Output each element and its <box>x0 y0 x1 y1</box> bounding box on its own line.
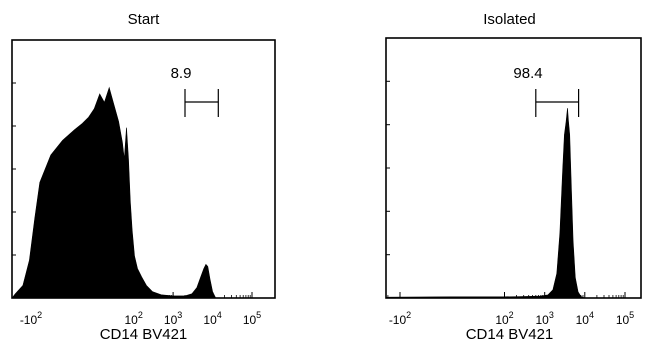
histogram-panel-start: Start -102 102 103 104 105 8.9 CD14 BV421 <box>11 11 276 343</box>
x-tick-label: -102 <box>20 310 42 327</box>
x-tick-label: 104 <box>576 310 594 327</box>
x-axis-label: CD14 BV421 <box>466 326 554 343</box>
y-axis-ticks <box>12 82 16 256</box>
histogram-panel-isolated: Isolated -102 102 103 104 105 98.4 CD14 BV42… <box>385 11 642 343</box>
x-tick-label: 104 <box>203 310 221 327</box>
x-tick-label: 103 <box>164 310 182 327</box>
x-axis-label: CD14 BV421 <box>100 326 188 343</box>
x-tick-label: 103 <box>536 310 554 327</box>
panel-title: Start <box>128 11 161 28</box>
x-tick-label: 105 <box>616 310 634 327</box>
gate-marker: 98.4 <box>513 65 580 117</box>
x-tick-label: 102 <box>495 310 513 327</box>
x-tick-label: -102 <box>389 310 411 327</box>
x-tick-label: 102 <box>125 310 143 327</box>
histogram-marks <box>385 108 638 299</box>
histogram-area-0 <box>385 108 638 299</box>
y-axis-ticks <box>386 80 390 256</box>
gate-percentage-label: 98.4 <box>513 65 542 82</box>
gate-percentage-label: 8.9 <box>171 65 192 82</box>
histogram-marks <box>11 86 264 299</box>
histogram-area-0 <box>11 86 264 299</box>
gate-marker: 8.9 <box>171 65 219 117</box>
panel-title: Isolated <box>483 11 536 28</box>
x-tick-label: 105 <box>243 310 261 327</box>
